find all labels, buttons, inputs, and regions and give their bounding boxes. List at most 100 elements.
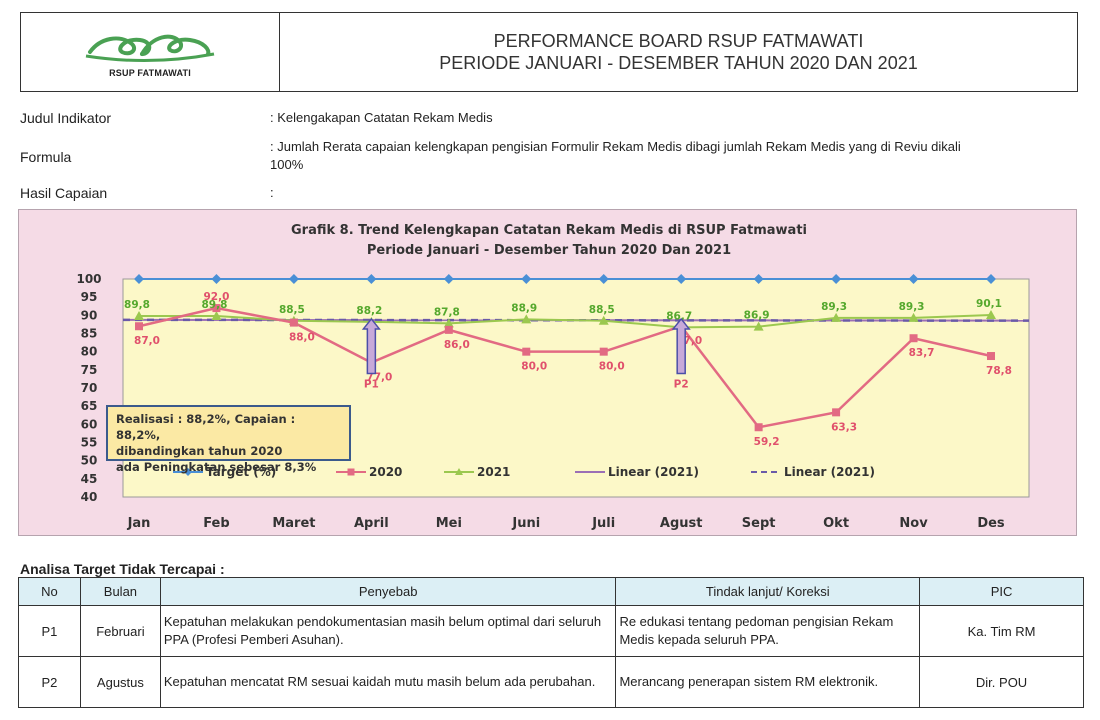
point-2021 <box>753 321 764 331</box>
row-tindak: Re edukasi tentang pedoman pengisian Rek… <box>615 605 921 657</box>
x-tick-label: Nov <box>899 516 928 531</box>
data-label-2020: 83,7 <box>909 347 935 359</box>
row-pic: Dir. POU <box>919 656 1084 708</box>
legend-label: Linear (2021) <box>784 465 875 479</box>
x-tick-label: Des <box>977 516 1005 531</box>
data-label-2021: 86,9 <box>744 310 770 322</box>
marker-arrow <box>671 317 691 375</box>
analisa-table: No Bulan Penyebab Tindak lanjut/ Koreksi… <box>18 577 1084 708</box>
legend-label: Linear (2021) <box>608 465 699 479</box>
legend-marker <box>347 468 355 476</box>
point-2021 <box>211 311 222 321</box>
point-2021 <box>521 314 532 324</box>
y-tick-label: 40 <box>81 490 98 504</box>
point-2020 <box>289 318 298 327</box>
formula-value: : Jumlah Rerata capaian kelengkapan peng… <box>270 139 961 172</box>
data-label-2021: 88,2 <box>356 305 382 317</box>
target-point <box>753 274 764 284</box>
x-tick-label: April <box>354 516 389 531</box>
data-label-2020: 92,0 <box>203 291 229 303</box>
header-title-line2: PERIODE JANUARI - DESEMBER TAHUN 2020 DA… <box>439 53 918 73</box>
target-point <box>134 274 144 284</box>
chart-title-line1: Grafik 8. Trend Kelengkapan Catatan Reka… <box>291 223 807 238</box>
target-point <box>211 274 222 284</box>
marker-label: P2 <box>674 378 689 390</box>
logo-cell: RSUP FATMAWATI <box>21 13 280 91</box>
row-pic: Ka. Tim RM <box>919 605 1084 657</box>
data-label-2021: 89,8 <box>124 299 150 311</box>
target-point <box>908 274 919 284</box>
y-tick-label: 70 <box>81 381 98 395</box>
header-tindak: Tindak lanjut/ Koreksi <box>615 577 921 606</box>
target-point <box>598 274 609 284</box>
y-tick-label: 60 <box>81 417 98 431</box>
x-tick-label: Sept <box>742 516 776 531</box>
row-bulan: Februari <box>79 605 161 657</box>
x-tick-label: Agust <box>660 516 703 531</box>
x-tick-label: Jan <box>127 516 151 531</box>
header-pic: PIC <box>919 577 1084 606</box>
row-tindak: Merancang penerapan sistem RM elektronik… <box>615 656 921 708</box>
target-point <box>831 274 842 284</box>
data-label-2021: 88,9 <box>511 302 537 314</box>
y-tick-label: 85 <box>81 327 98 341</box>
x-tick-label: Juni <box>511 516 540 531</box>
judul-label: Judul Indikator <box>20 110 112 126</box>
legend-label: 2021 <box>477 465 510 479</box>
target-point <box>366 274 377 284</box>
data-label-2021: 89,3 <box>821 301 847 313</box>
point-2021 <box>598 315 609 325</box>
data-label-2021: 88,5 <box>279 304 305 316</box>
data-label-2021: 89,3 <box>899 301 925 313</box>
legend-label: Target (%) <box>206 465 276 479</box>
point-2020 <box>135 322 143 331</box>
legend-label: 2020 <box>369 465 402 479</box>
data-label-2021: 89,8 <box>201 299 227 311</box>
point-2021 <box>134 311 144 321</box>
table-row: P1 Februari Kepatuhan melakukan pendokum… <box>18 605 1084 657</box>
point-2021 <box>908 312 919 322</box>
x-tick-label: Okt <box>823 516 849 531</box>
point-2020 <box>754 423 763 432</box>
legend-marker <box>455 468 463 475</box>
target-point <box>521 274 532 284</box>
logo-text: RSUP FATMAWATI <box>109 68 191 78</box>
data-label-2020: 80,0 <box>599 361 625 373</box>
chart-svg: Grafik 8. Trend Kelengkapan Catatan Reka… <box>76 223 1030 531</box>
marker-arrow <box>361 317 381 375</box>
x-tick-label: Mei <box>436 516 462 531</box>
series-line-2020 <box>138 306 992 429</box>
document-header: RSUP FATMAWATI PERFORMANCE BOARD RSUP FA… <box>20 12 1078 92</box>
data-label-2020: 77,0 <box>366 372 392 384</box>
annotation-line1: Realisasi : 88,2%, Capaian : 88,2%, <box>116 412 296 442</box>
target-point <box>676 274 687 284</box>
x-tick-label: Feb <box>203 516 229 531</box>
point-2020 <box>909 334 918 343</box>
header-bulan: Bulan <box>79 577 161 606</box>
target-point <box>443 274 454 284</box>
y-tick-label: 45 <box>81 472 98 486</box>
point-2020 <box>599 347 608 356</box>
table-row: P2 Agustus Kepatuhan mencatat RM sesuai … <box>18 656 1084 708</box>
header-title: PERFORMANCE BOARD RSUP FATMAWATI PERIODE… <box>280 13 1077 91</box>
header-title-line1: PERFORMANCE BOARD RSUP FATMAWATI <box>493 31 864 51</box>
point-2021 <box>831 312 842 322</box>
data-label-2020: 78,8 <box>986 365 1012 377</box>
table-header-row: No Bulan Penyebab Tindak lanjut/ Koreksi… <box>18 577 1084 606</box>
data-label-2021: 90,1 <box>976 298 1002 310</box>
data-label-2020: 86,0 <box>444 339 470 351</box>
data-label-2021: 88,5 <box>589 304 615 316</box>
point-2020 <box>987 352 995 361</box>
y-tick-label: 100 <box>76 272 101 286</box>
hasil-value: : <box>270 185 274 200</box>
y-tick-label: 65 <box>81 399 98 413</box>
marker-label: P1 <box>364 378 379 390</box>
data-label-2020: 87,0 <box>134 335 160 347</box>
data-label-2020: 63,3 <box>831 421 857 433</box>
point-2020 <box>444 325 453 334</box>
point-2020 <box>212 304 221 313</box>
formula-label: Formula <box>20 149 72 165</box>
y-tick-label: 55 <box>81 436 98 450</box>
row-no: P2 <box>18 656 81 708</box>
analisa-title: Analisa Target Tidak Tercapai : <box>20 561 225 577</box>
